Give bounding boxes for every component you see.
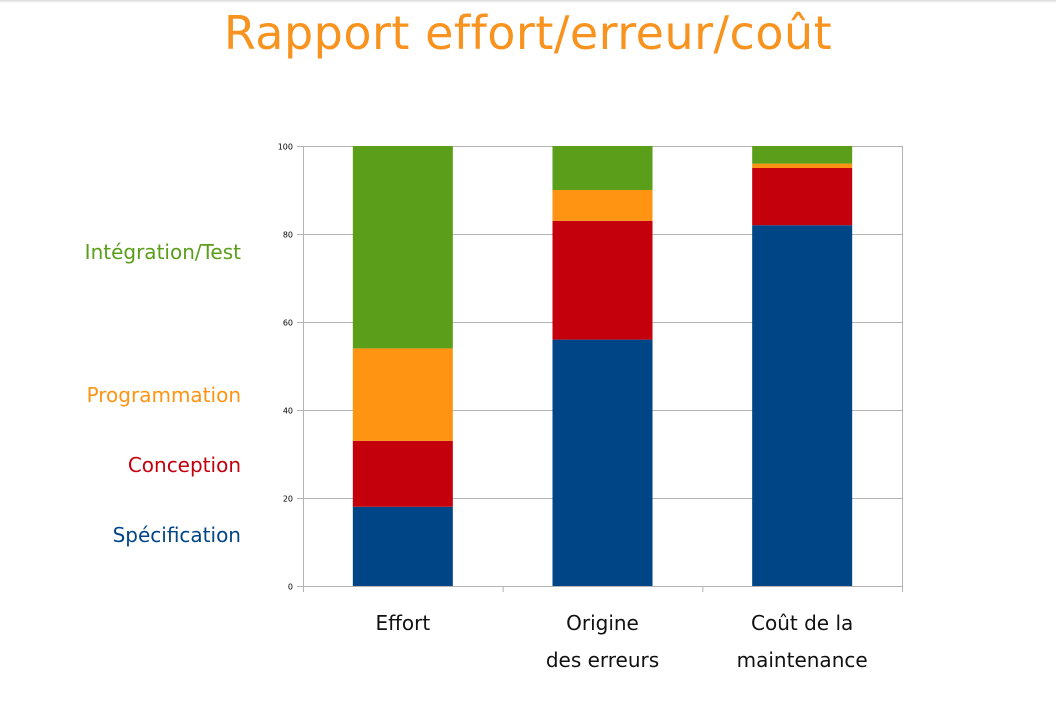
x-category-label-line: Effort [375, 611, 431, 635]
bar-segment [552, 190, 653, 221]
x-category-label: Origine des erreurs [493, 605, 713, 679]
bar-segment [752, 163, 853, 168]
legend-label-programmation: Programmation [86, 383, 241, 407]
y-tick-label: 20 [283, 495, 293, 504]
bar-segment [552, 220, 653, 340]
page-title: Rapport effort/erreur/coût [223, 6, 833, 60]
x-category-label-line: Origine [566, 611, 639, 635]
bar-segment [752, 168, 853, 226]
bar-segment [352, 146, 453, 349]
bar-segment [752, 146, 853, 164]
bar-segment [552, 146, 653, 190]
legend-label-specification: Spécification [112, 523, 241, 547]
legend-label-conception: Conception [127, 453, 241, 477]
x-category-label-line: Coût de la [751, 611, 854, 635]
legend-label-integration: Intégration/Test [84, 240, 241, 264]
x-category-label-line: des erreurs [545, 648, 660, 672]
x-category-label: Coût de la maintenance [692, 605, 912, 679]
y-tick-label: 80 [283, 231, 293, 240]
bar-segment [352, 506, 453, 586]
y-tick-label: 40 [283, 407, 293, 416]
y-tick-label: 100 [278, 143, 293, 152]
y-tick-label: 0 [288, 583, 293, 592]
top-border [0, 0, 1056, 3]
x-category-label-line: maintenance [736, 648, 868, 672]
y-tick-label: 60 [283, 319, 293, 328]
bar-segment [752, 225, 853, 586]
bar-segment [552, 339, 653, 586]
bar-segment [352, 348, 453, 441]
bar-segment [352, 440, 453, 507]
x-category-label: Effort [293, 605, 513, 642]
